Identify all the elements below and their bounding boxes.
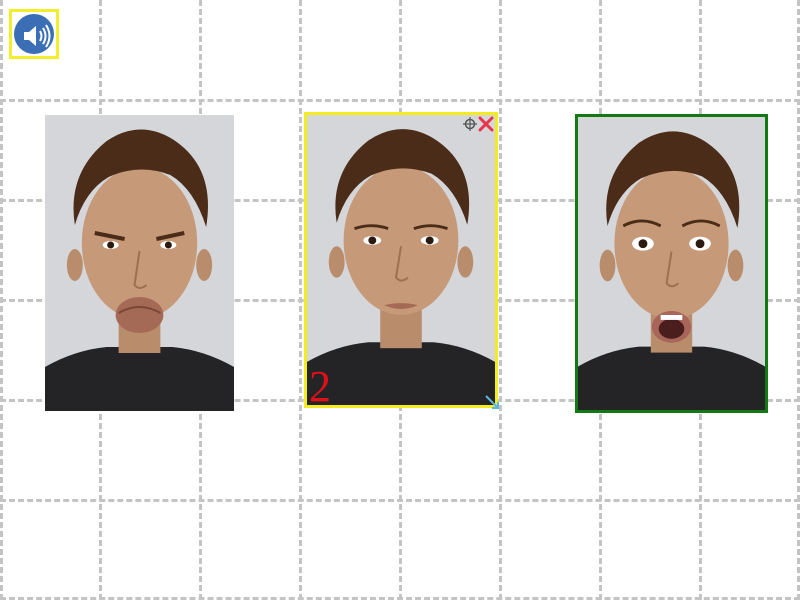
face-card-neutral[interactable]: 2 (304, 112, 498, 408)
resize-handle-icon[interactable] (485, 395, 501, 411)
face-photo-neutral (307, 115, 495, 405)
face-photo-surprise (578, 117, 765, 410)
audio-play-button[interactable] (9, 9, 59, 59)
grid-line (0, 99, 800, 102)
face-photo-pout (45, 115, 234, 411)
face-card-pout[interactable] (45, 115, 234, 411)
order-number: 2 (309, 365, 331, 409)
grid-line (0, 499, 800, 502)
close-icon[interactable] (478, 116, 494, 132)
face-card-surprise[interactable] (575, 114, 768, 413)
rotate-icon[interactable] (463, 117, 477, 131)
speaker-icon (14, 14, 58, 58)
